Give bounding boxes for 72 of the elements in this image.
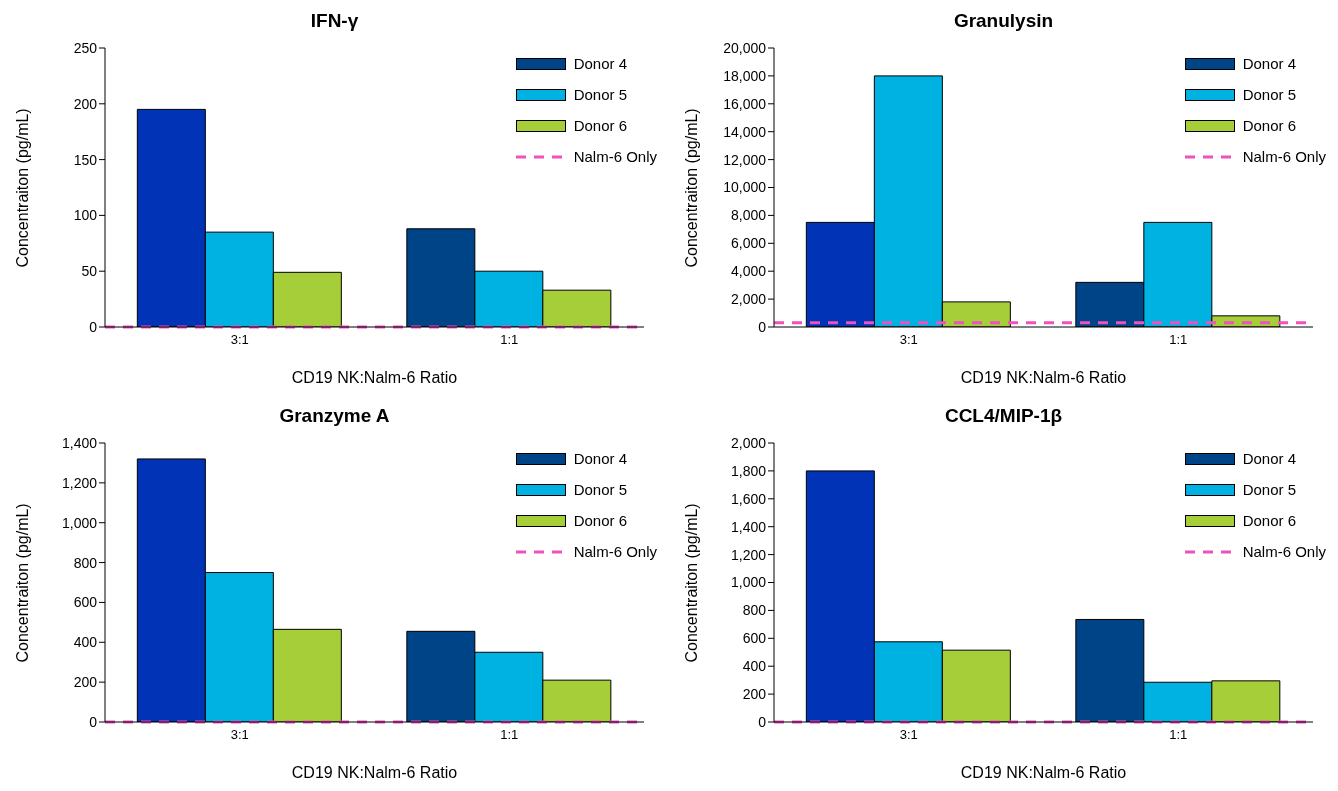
y-axis-title: Concentraiton (pg/mL) <box>682 108 700 268</box>
legend-label: Donor 6 <box>573 117 628 134</box>
y-tick-label: 8,000 <box>730 207 767 224</box>
y-tick-label: 1,400 <box>61 434 98 451</box>
legend-label: Donor 5 <box>573 481 628 498</box>
legend-label: Donor 4 <box>1242 450 1297 467</box>
y-tick-label: 1,000 <box>61 514 98 531</box>
legend-label: Donor 4 <box>1242 55 1297 72</box>
y-tick-label: 600 <box>73 594 98 611</box>
y-tick-label: 50 <box>81 263 98 280</box>
legend-label: Nalm-6 Only <box>1242 148 1326 165</box>
y-tick-label: 12,000 <box>723 151 767 168</box>
legend-label: Nalm-6 Only <box>1242 543 1326 560</box>
y-tick-label: 20,000 <box>723 39 767 56</box>
legend-label: Donor 6 <box>1242 117 1297 134</box>
legend-label: Donor 6 <box>1242 512 1297 529</box>
y-tick-label: 10,000 <box>723 179 767 196</box>
y-tick-label: 1,400 <box>730 518 767 535</box>
y-tick-label: 6,000 <box>730 235 767 252</box>
y-tick-label: 800 <box>742 602 767 619</box>
y-tick-label: 400 <box>742 658 767 675</box>
x-axis-title: CD19 NK:Nalm-6 Ratio <box>291 369 458 386</box>
legend-label: Donor 4 <box>573 55 628 72</box>
y-tick-label: 100 <box>73 207 98 224</box>
y-tick-label: 4,000 <box>730 263 767 280</box>
x-tick-label: 3:1 <box>230 332 249 348</box>
legend-label: Nalm-6 Only <box>573 148 657 165</box>
x-tick-label: 3:1 <box>230 727 249 743</box>
y-tick-label: 200 <box>73 95 98 112</box>
y-tick-label: 1,800 <box>730 462 767 479</box>
x-tick-label: 3:1 <box>899 727 918 743</box>
legend-label: Nalm-6 Only <box>573 543 657 560</box>
y-tick-label: 200 <box>742 686 767 703</box>
chart-title: Granzyme A <box>278 405 391 427</box>
y-tick-label: 2,000 <box>730 434 767 451</box>
y-tick-label: 18,000 <box>723 67 767 84</box>
y-tick-label: 2,000 <box>730 291 767 308</box>
y-axis-title: Concentraiton (pg/mL) <box>13 503 31 663</box>
y-tick-label: 0 <box>89 318 98 335</box>
y-tick-label: 0 <box>89 713 98 730</box>
x-axis-title: CD19 NK:Nalm-6 Ratio <box>960 369 1127 386</box>
y-tick-label: 600 <box>742 630 767 647</box>
y-tick-label: 0 <box>758 318 767 335</box>
legend-label: Donor 4 <box>573 450 628 467</box>
legend-label: Donor 5 <box>1242 481 1297 498</box>
x-tick-label: 1:1 <box>1169 332 1188 348</box>
x-axis-title: CD19 NK:Nalm-6 Ratio <box>291 764 458 781</box>
legend-label: Donor 5 <box>573 86 628 103</box>
x-tick-label: 1:1 <box>1169 727 1188 743</box>
y-tick-label: 1,200 <box>61 474 98 491</box>
y-axis-title: Concentraiton (pg/mL) <box>682 503 700 663</box>
y-axis-title: Concentraiton (pg/mL) <box>13 108 31 268</box>
y-tick-label: 250 <box>73 39 98 56</box>
y-tick-label: 150 <box>73 151 98 168</box>
y-tick-label: 1,000 <box>730 574 767 591</box>
y-tick-label: 16,000 <box>723 95 767 112</box>
y-tick-label: 800 <box>73 554 98 571</box>
chart-title: CCL4/MIP-1β <box>943 405 1064 427</box>
y-tick-label: 400 <box>73 634 98 651</box>
x-tick-label: 3:1 <box>899 332 918 348</box>
y-tick-label: 1,200 <box>730 546 767 563</box>
y-tick-label: 0 <box>758 713 767 730</box>
chart-title: Granulysin <box>952 10 1055 32</box>
legend-label: Donor 6 <box>573 512 628 529</box>
y-tick-label: 1,600 <box>730 490 767 507</box>
legend-label: Donor 5 <box>1242 86 1297 103</box>
x-tick-label: 1:1 <box>500 727 519 743</box>
y-tick-label: 200 <box>73 674 98 691</box>
y-tick-label: 14,000 <box>723 123 767 140</box>
x-axis-title: CD19 NK:Nalm-6 Ratio <box>960 764 1127 781</box>
x-tick-label: 1:1 <box>500 332 519 348</box>
chart-title: IFN-γ <box>309 10 360 32</box>
